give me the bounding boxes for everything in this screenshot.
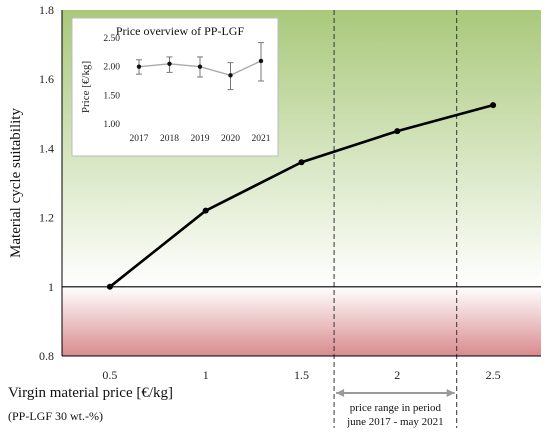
x-tick-label: 1	[203, 368, 209, 382]
inset-data-point	[258, 58, 264, 64]
y-tick-label: 0.8	[39, 349, 54, 363]
inset-data-point	[228, 73, 233, 78]
y-axis-title: Material cycle suitability	[8, 108, 24, 258]
data-point	[298, 159, 305, 166]
inset-y-axis-title: Price [€/kg]	[80, 61, 92, 113]
inset-x-tick-label: 2018	[160, 134, 179, 144]
x-tick-label: 1.5	[294, 368, 309, 382]
period-label-line1: price range in period	[350, 402, 442, 414]
y-tick-label: 1	[48, 280, 54, 294]
inset-y-tick-label: 1.50	[103, 91, 120, 101]
inset-data-point	[136, 64, 142, 69]
period-arrow-right-head	[446, 389, 455, 397]
x-tick-label: 0.5	[102, 368, 117, 382]
inset-data-point	[167, 61, 172, 66]
inset-frame	[71, 17, 279, 157]
main-axes: 0.8 1 1.2 1.4 1.6 1.8 0.5 1 1.5 2 2.5 Material cycl…	[8, 3, 541, 382]
data-point	[202, 207, 209, 214]
y-tick-label: 1.4	[39, 141, 54, 155]
inset-y-tick-label: 2.00	[103, 63, 120, 73]
data-point	[394, 128, 401, 135]
x-tick-label: 2.5	[486, 368, 501, 382]
data-point	[106, 283, 113, 290]
inset-x-tick-label: 2017	[130, 134, 149, 144]
main-series	[106, 102, 497, 290]
inset-title: Price overview of PP-LGF	[116, 24, 245, 38]
y-tick-label: 1.8	[39, 3, 54, 17]
inset-chart: Price overview of PP-LGF 1.00 1.50 2.00 2.50…	[71, 17, 279, 157]
unfavorable-region	[62, 286, 541, 356]
x-axis-subtitle: (PP-LGF 30 wt.-%)	[8, 409, 103, 423]
inset-y-tick-label: 2.50	[103, 34, 120, 44]
inset-x-tick-label: 2019	[191, 134, 210, 144]
x-axis-title: Virgin material price [€/kg]	[8, 385, 174, 401]
inset-x-tick-label: 2021	[252, 134, 271, 144]
period-label-line2: june 2017 - may 2021	[346, 416, 444, 428]
inset-y-tick-label: 1.00	[103, 120, 120, 130]
inset-x-tick-label: 2020	[221, 134, 240, 144]
inset-data-point	[197, 64, 203, 69]
period-arrow-left-head	[336, 389, 345, 397]
y-tick-label: 1.2	[39, 211, 54, 225]
x-tick-label: 2	[394, 368, 400, 382]
period-markers: price range in period june 2017 - may 202…	[333, 10, 458, 428]
y-tick-label: 1.6	[39, 72, 54, 86]
data-point	[490, 102, 497, 109]
